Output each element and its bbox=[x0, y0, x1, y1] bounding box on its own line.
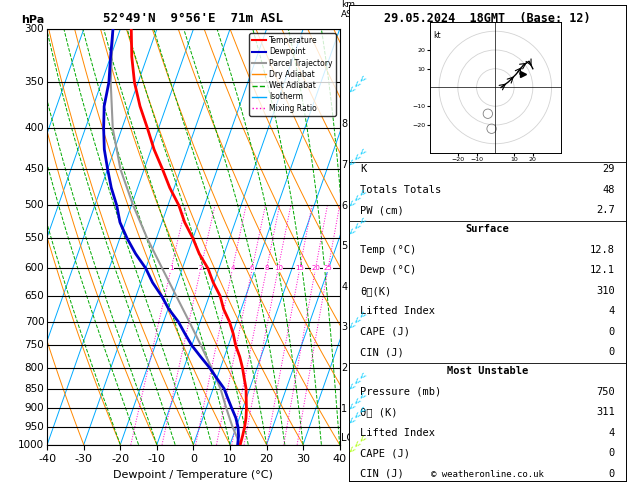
Text: 600: 600 bbox=[25, 263, 44, 274]
Text: PW (cm): PW (cm) bbox=[360, 206, 404, 215]
Text: 800: 800 bbox=[25, 363, 44, 373]
Text: 6: 6 bbox=[341, 201, 347, 210]
Text: © weatheronline.co.uk: © weatheronline.co.uk bbox=[431, 470, 544, 479]
Text: 350: 350 bbox=[25, 77, 44, 87]
Text: 29.05.2024  18GMT  (Base: 12): 29.05.2024 18GMT (Base: 12) bbox=[384, 12, 591, 25]
Text: hPa: hPa bbox=[21, 15, 44, 25]
Text: <<<: <<< bbox=[346, 403, 369, 426]
Text: 4: 4 bbox=[230, 265, 235, 271]
Text: Mixing Ratio (g/kg): Mixing Ratio (g/kg) bbox=[373, 191, 382, 283]
Text: 850: 850 bbox=[25, 383, 44, 394]
Text: 12.1: 12.1 bbox=[590, 265, 615, 276]
Text: Most Unstable: Most Unstable bbox=[447, 366, 528, 376]
Text: 10: 10 bbox=[274, 265, 282, 271]
Text: 750: 750 bbox=[25, 340, 44, 350]
X-axis label: Dewpoint / Temperature (°C): Dewpoint / Temperature (°C) bbox=[113, 470, 274, 480]
Text: <<<: <<< bbox=[346, 146, 369, 168]
Text: 311: 311 bbox=[596, 407, 615, 417]
Text: 2: 2 bbox=[341, 363, 347, 373]
Text: <<<: <<< bbox=[346, 389, 369, 412]
Text: 1: 1 bbox=[341, 404, 347, 414]
Text: 550: 550 bbox=[25, 233, 44, 243]
Text: 6: 6 bbox=[250, 265, 255, 271]
Text: 900: 900 bbox=[25, 403, 44, 413]
Text: 0: 0 bbox=[608, 469, 615, 479]
Text: θᴇ (K): θᴇ (K) bbox=[360, 407, 398, 417]
Text: 1: 1 bbox=[169, 265, 174, 271]
Text: 1000: 1000 bbox=[18, 440, 44, 450]
Text: 7: 7 bbox=[341, 160, 347, 170]
Text: <<<: <<< bbox=[346, 72, 369, 95]
Text: Totals Totals: Totals Totals bbox=[360, 185, 442, 195]
Text: CAPE (J): CAPE (J) bbox=[360, 448, 410, 458]
Text: <<<: <<< bbox=[346, 215, 369, 237]
Text: 15: 15 bbox=[296, 265, 304, 271]
Text: 4: 4 bbox=[341, 282, 347, 292]
Text: 20: 20 bbox=[311, 265, 320, 271]
Text: Pressure (mb): Pressure (mb) bbox=[360, 387, 442, 397]
Text: Temp (°C): Temp (°C) bbox=[360, 245, 416, 255]
Text: 0: 0 bbox=[608, 448, 615, 458]
Text: CIN (J): CIN (J) bbox=[360, 347, 404, 357]
Text: 2: 2 bbox=[199, 265, 203, 271]
Text: 4: 4 bbox=[608, 428, 615, 438]
Text: Lifted Index: Lifted Index bbox=[360, 306, 435, 316]
Text: kt: kt bbox=[433, 31, 441, 40]
Text: 450: 450 bbox=[25, 164, 44, 174]
Text: <<<: <<< bbox=[346, 432, 369, 454]
Text: Dewp (°C): Dewp (°C) bbox=[360, 265, 416, 276]
Text: 700: 700 bbox=[25, 316, 44, 327]
Text: 4: 4 bbox=[608, 306, 615, 316]
Text: 750: 750 bbox=[596, 387, 615, 397]
Text: 8: 8 bbox=[341, 120, 347, 129]
Text: <<<: <<< bbox=[346, 186, 369, 209]
Text: 0: 0 bbox=[608, 327, 615, 337]
Legend: Temperature, Dewpoint, Parcel Trajectory, Dry Adiabat, Wet Adiabat, Isotherm, Mi: Temperature, Dewpoint, Parcel Trajectory… bbox=[250, 33, 336, 116]
Text: Lifted Index: Lifted Index bbox=[360, 428, 435, 438]
Text: 5: 5 bbox=[341, 241, 347, 251]
Text: 310: 310 bbox=[596, 286, 615, 296]
Text: 0: 0 bbox=[608, 347, 615, 357]
Text: CAPE (J): CAPE (J) bbox=[360, 327, 410, 337]
Text: 500: 500 bbox=[25, 200, 44, 210]
Text: 12.8: 12.8 bbox=[590, 245, 615, 255]
Text: LCL: LCL bbox=[341, 434, 359, 443]
Text: <<<: <<< bbox=[346, 308, 369, 330]
Text: Surface: Surface bbox=[465, 225, 509, 234]
Text: km
ASL: km ASL bbox=[341, 0, 358, 19]
Text: 950: 950 bbox=[25, 422, 44, 432]
Text: 52°49'N  9°56'E  71m ASL: 52°49'N 9°56'E 71m ASL bbox=[103, 12, 284, 25]
Text: 400: 400 bbox=[25, 123, 44, 134]
Text: 3: 3 bbox=[341, 322, 347, 332]
Text: 650: 650 bbox=[25, 291, 44, 301]
Text: 25: 25 bbox=[324, 265, 333, 271]
Text: K: K bbox=[360, 164, 367, 174]
Text: 29: 29 bbox=[603, 164, 615, 174]
Text: 300: 300 bbox=[25, 24, 44, 34]
Text: CIN (J): CIN (J) bbox=[360, 469, 404, 479]
Text: <<<: <<< bbox=[346, 369, 369, 392]
Text: 2.7: 2.7 bbox=[596, 206, 615, 215]
Text: 48: 48 bbox=[603, 185, 615, 195]
Text: θᴇ(K): θᴇ(K) bbox=[360, 286, 391, 296]
Text: 8: 8 bbox=[264, 265, 269, 271]
